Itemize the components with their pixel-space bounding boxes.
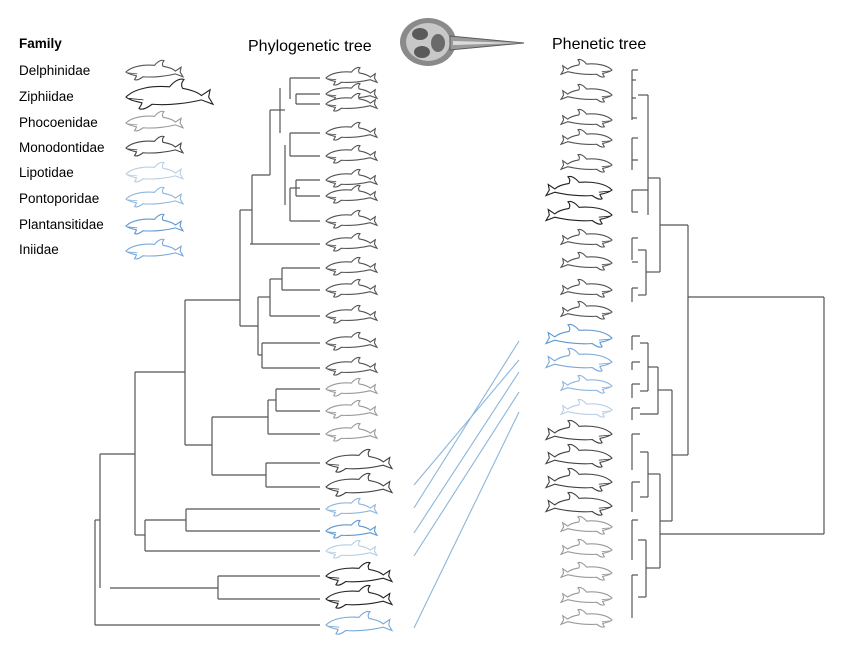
phen-tip-icon [559,58,613,78]
phylo-tip-icon [325,539,379,559]
legend-icon [125,110,185,132]
connector-line [413,391,520,557]
phylo-tip-icon [325,184,379,204]
phylo-tip-icon [325,610,394,635]
phylo-tip-icon [325,497,379,517]
phylo-tip-icon [325,356,379,376]
legend-label-phocoenidae: Phocoenidae [19,115,98,130]
phen-tip-icon [559,83,613,103]
connector-line [413,359,520,486]
phen-tip-icon [559,228,613,248]
legend-icon [125,161,185,183]
legend-title: Family [19,36,62,51]
phylo-tip-icon [325,377,379,397]
phen-tip-icon [559,515,613,535]
phen-tip-icon [559,374,613,394]
legend-icon [125,78,215,110]
legend-label-pontoporidae: Pontoporidae [19,191,100,206]
phylo-tip-icon [325,448,394,473]
phen-tip-icon [544,323,613,348]
phenetic-tree-title: Phenetic tree [552,36,647,53]
phylo-tip-icon [325,519,379,539]
phylo-tip-icon [325,82,379,102]
legend-icons [125,59,215,260]
phylo-tip-icon [325,584,394,609]
legend-label-monodontidae: Monodontidae [19,140,105,155]
phen-tip-icon [544,491,613,516]
phen-tip-icon [544,200,613,225]
legend-label-lipotidae: Lipotidae [19,165,74,180]
phylo-tip-icon [325,278,379,298]
phylo-tip-icon [325,168,379,188]
phen-tip-icon [559,108,613,128]
phenetic-tree [631,69,825,618]
connector-lines [413,340,520,629]
phenetic-tip-icons [544,58,613,628]
connector-line [413,340,520,509]
connector-line [413,371,520,534]
phen-tip-icon [544,175,613,200]
connector-line [413,411,520,629]
phylogenetic-tree [94,77,320,626]
phen-tip-icon [559,153,613,173]
phen-tip-icon [559,608,613,628]
phylo-tip-icon [325,144,379,164]
phylo-tip-icon [325,561,394,586]
legend-icon [125,59,185,81]
phylo-tip-icon [325,399,379,419]
skull-icon [400,18,525,66]
phen-tip-icon [544,443,613,468]
legend-label-ziphiidae: Ziphiidae [19,89,74,104]
phylo-tip-icon [325,66,379,86]
phen-tip-icon [544,419,613,444]
phylo-tip-icon [325,422,379,442]
legend-icon [125,213,185,235]
phen-tip-icon [544,347,613,372]
phen-tip-icon [559,278,613,298]
legend-icon [125,238,185,260]
phylo-tip-icon [325,304,379,324]
phen-tip-icon [559,398,613,418]
phen-tip-icon [544,467,613,492]
phen-tip-icon [559,561,613,581]
phylo-tip-icon [325,232,379,252]
legend-icon [125,135,185,157]
phylo-tip-icon [325,256,379,276]
phen-tip-icon [559,586,613,606]
legend-label-delphinidae: Delphinidae [19,63,91,78]
phen-tip-icon [559,251,613,271]
phylo-tip-icon [325,331,379,351]
legend-label-plantansitidae: Plantansitidae [19,217,104,232]
phen-tip-icon [559,538,613,558]
phylo-tip-icon [325,92,379,112]
phen-tip-icon [559,300,613,320]
phylogenetic-tip-icons [325,66,394,635]
phylo-tip-icon [325,121,379,141]
legend-label-iniidae: Iniidae [19,242,59,257]
phylo-tip-icon [325,209,379,229]
legend-icon [125,186,185,208]
phen-tip-icon [559,128,613,148]
phylo-tip-icon [325,472,394,497]
phylogenetic-tree-title: Phylogenetic tree [248,38,372,55]
